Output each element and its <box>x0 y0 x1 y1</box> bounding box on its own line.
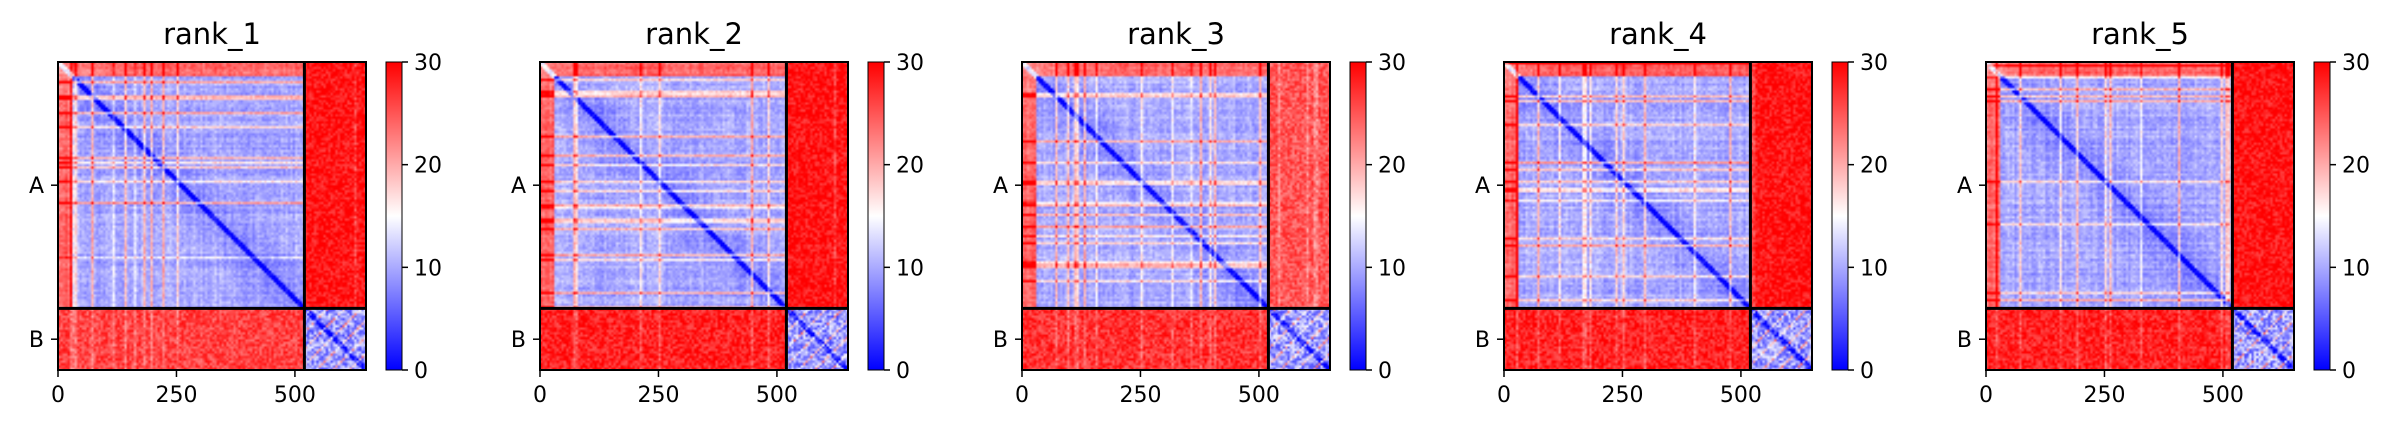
chain-label-B: B <box>993 328 1008 353</box>
colorbar <box>1831 61 1849 371</box>
colorbar-tick-label: 20 <box>1860 154 1888 179</box>
colorbar-tick-label: 10 <box>414 256 442 281</box>
colorbar-tick-label: 10 <box>896 256 924 281</box>
panel-rank-1: rank_1 0 250 500 A B 0 10 20 30 <box>29 17 442 408</box>
chain-label-B: B <box>1475 328 1490 353</box>
x-tick-label: 250 <box>2083 383 2125 408</box>
colorbar-tick-label: 0 <box>896 359 910 384</box>
colorbar-tick-label: 20 <box>1378 154 1406 179</box>
colorbar-tick-label: 0 <box>2342 359 2356 384</box>
x-tick-label: 0 <box>51 383 65 408</box>
x-tick-label: 0 <box>1979 383 1993 408</box>
x-tick-label: 250 <box>1119 383 1161 408</box>
colorbar-tick-label: 0 <box>414 359 428 384</box>
colorbar-tick-label: 20 <box>2342 154 2370 179</box>
colorbar-tick-label: 10 <box>2342 256 2370 281</box>
panel-title: rank_3 <box>1127 17 1225 51</box>
x-tick-label: 250 <box>637 383 679 408</box>
heatmap-image <box>1504 62 1812 370</box>
colorbar-tick-label: 0 <box>1860 359 1874 384</box>
x-tick-label: 250 <box>1601 383 1643 408</box>
heatmap-frame <box>539 61 849 371</box>
colorbar-tick-label: 30 <box>2342 51 2370 76</box>
chain-label-A: A <box>29 174 44 199</box>
panel-rank-4: rank_4 0 250 500 A B 0 10 20 30 <box>1475 17 1888 408</box>
x-tick-label: 500 <box>2202 383 2244 408</box>
x-tick-label: 500 <box>1720 383 1762 408</box>
heatmap-frame <box>1503 61 1813 371</box>
chain-label-A: A <box>993 174 1008 199</box>
colorbar <box>385 61 403 371</box>
colorbar-tick-label: 30 <box>896 51 924 76</box>
heatmap-image <box>1022 62 1330 370</box>
colorbar <box>2313 61 2331 371</box>
heatmap-frame <box>1985 61 2295 371</box>
colorbar-tick-label: 0 <box>1378 359 1392 384</box>
panel-rank-3: rank_3 0 250 500 A B 0 10 20 30 <box>993 17 1406 408</box>
heatmap-image <box>540 62 848 370</box>
chain-label-B: B <box>29 328 44 353</box>
heatmap-image <box>58 62 366 370</box>
colorbar-tick-label: 30 <box>1378 51 1406 76</box>
chain-label-A: A <box>1957 174 1972 199</box>
colorbar-tick-label: 20 <box>414 154 442 179</box>
x-tick-label: 500 <box>756 383 798 408</box>
chain-label-A: A <box>511 174 526 199</box>
panel-title: rank_4 <box>1609 17 1707 51</box>
heatmap-frame <box>1021 61 1331 371</box>
colorbar <box>1349 61 1367 371</box>
x-tick-label: 0 <box>533 383 547 408</box>
chain-label-A: A <box>1475 174 1490 199</box>
panel-title: rank_2 <box>645 17 743 51</box>
heatmap-frame <box>57 61 367 371</box>
x-tick-label: 0 <box>1497 383 1511 408</box>
x-tick-label: 500 <box>1238 383 1280 408</box>
x-tick-label: 250 <box>155 383 197 408</box>
chain-label-B: B <box>511 328 526 353</box>
panel-title: rank_5 <box>2091 17 2189 51</box>
heatmap-image <box>1986 62 2294 370</box>
x-tick-label: 500 <box>274 383 316 408</box>
colorbar-tick-label: 10 <box>1378 256 1406 281</box>
panel-rank-5: rank_5 0 250 500 A B 0 10 20 30 <box>1957 17 2370 408</box>
colorbar-tick-label: 30 <box>1860 51 1888 76</box>
colorbar-tick-label: 20 <box>896 154 924 179</box>
colorbar-tick-label: 10 <box>1860 256 1888 281</box>
colorbar <box>867 61 885 371</box>
chain-label-B: B <box>1957 328 1972 353</box>
panel-rank-2: rank_2 0 250 500 A B 0 10 20 30 <box>511 17 924 408</box>
colorbar-tick-label: 30 <box>414 51 442 76</box>
panel-title: rank_1 <box>163 17 261 51</box>
x-tick-label: 0 <box>1015 383 1029 408</box>
